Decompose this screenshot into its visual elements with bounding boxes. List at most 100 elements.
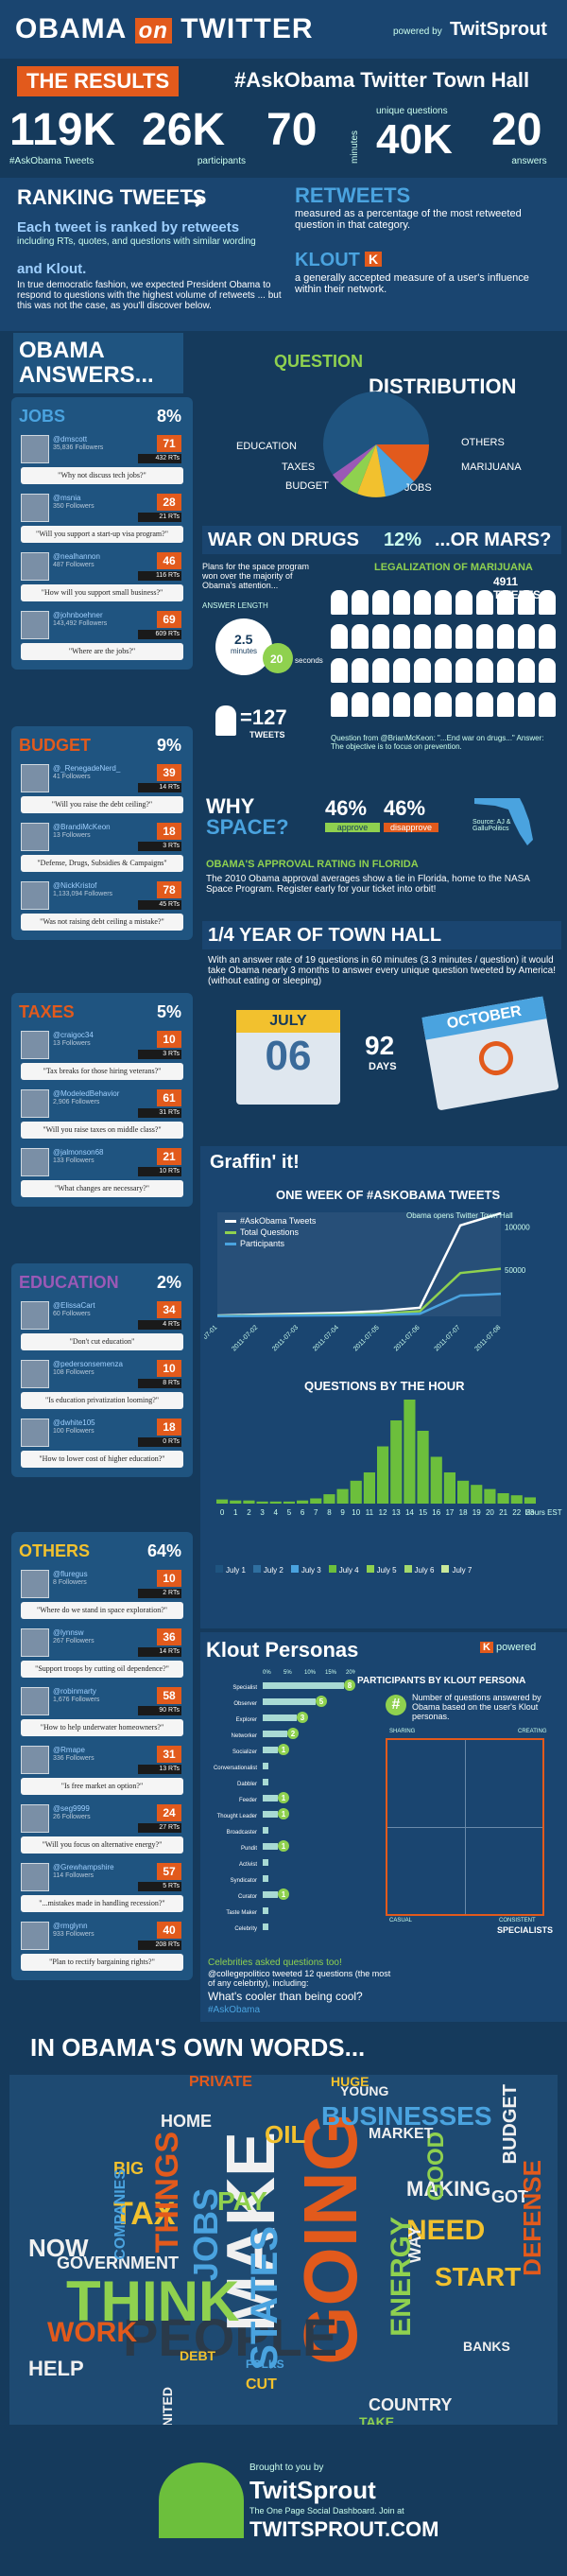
avatar: [21, 1031, 49, 1059]
tweet-handle[interactable]: @nealhannon: [53, 552, 100, 561]
cloud-word: YOUNG: [340, 2083, 389, 2098]
axis-tick: 20%: [346, 1670, 355, 1676]
persona-count-bubble: [278, 1792, 289, 1803]
drugs-title: WAR ON DRUGS: [208, 530, 359, 550]
avatar: [21, 1922, 49, 1950]
hour-tick-label: 12: [379, 1508, 387, 1517]
hour-tick-label: 13: [392, 1508, 401, 1517]
tweet-item: @jalmonson68 133 Followers 21 10 RTs "What c…: [19, 1146, 185, 1201]
tweet-followers: 1,133,094 Followers: [53, 891, 113, 897]
quarter-section: 1/4 YEAR OF TOWN HALL With an answer rat…: [198, 921, 567, 1139]
tweet-question: "Don't cut education": [21, 1333, 183, 1350]
hour-bar: [457, 1480, 470, 1504]
hour-bar: [524, 1497, 536, 1504]
person-icon: [455, 692, 472, 717]
tweet-question: "How to help underwater homeowners?": [21, 1719, 183, 1736]
hour-tick-label: 22: [512, 1508, 521, 1517]
persona-label: Explorer: [236, 1717, 257, 1723]
results-label: THE RESULTS: [17, 66, 180, 96]
tweet-item: @dmscott 35,836 Followers 71 432 RTs "Why no…: [19, 433, 185, 488]
tweet-handle[interactable]: @ModeledBehavior: [53, 1089, 120, 1098]
tweet-handle[interactable]: @johnboehner: [53, 611, 103, 619]
klout-badge: K: [365, 252, 383, 267]
tweet-handle[interactable]: @pedersonsemenza: [53, 1360, 123, 1368]
cloud-word: TAX: [113, 2196, 176, 2232]
pie-education: [333, 444, 376, 483]
tweet-retweets: 3 RTs: [138, 842, 181, 851]
tweet-handle[interactable]: @Grewhampshire: [53, 1863, 114, 1871]
x-tick-label: 2011-07-02: [231, 1324, 259, 1352]
tweet-handle[interactable]: @jalmonson68: [53, 1148, 104, 1157]
persona-label: Networker: [232, 1733, 257, 1739]
tweet-handle[interactable]: @lynnsw: [53, 1628, 84, 1637]
tweet-handle[interactable]: @fluregus: [53, 1570, 88, 1578]
tweet-handle[interactable]: @ElissaCart: [53, 1301, 95, 1310]
tweet-question: "Tax breaks for those hiring veterans?": [21, 1063, 183, 1080]
persona-count-bubble: [344, 1680, 355, 1691]
tweet-handle[interactable]: @NickKristof: [53, 881, 97, 890]
cloud-word: OIL: [265, 2120, 306, 2149]
tweet-handle[interactable]: @robinmarty: [53, 1687, 96, 1696]
tweet-score: 10: [157, 1360, 181, 1377]
person-icon: [435, 624, 452, 649]
person-icon: [414, 658, 431, 683]
tweet-handle[interactable]: @dwhite105: [53, 1419, 95, 1427]
tweet-handle[interactable]: @Rmape: [53, 1746, 85, 1754]
hour-bar: [390, 1420, 403, 1504]
persona-count: 1: [282, 1810, 286, 1819]
avatar: [21, 1570, 49, 1598]
legend-label: #AskObama Tweets: [240, 1216, 317, 1226]
hour-tick-label: 3: [260, 1508, 265, 1517]
category-card-jobs: JOBS 8% @dmscott 35,836 Followers 71 432 RTs "…: [11, 397, 193, 670]
cloud-word: TAKE: [359, 2414, 395, 2425]
category-card-education: EDUCATION 2% @ElissaCart 60 Followers 34 4 RT…: [11, 1263, 193, 1477]
tweet-followers: 1,676 Followers: [53, 1697, 100, 1703]
tweet-item: @Grewhampshire 114 Followers 57 5 RTs "...mi…: [19, 1861, 185, 1916]
tweet-item: @robinmarty 1,676 Followers 58 90 RTs "How t…: [19, 1685, 185, 1740]
tweet-handle[interactable]: @seg9999: [53, 1804, 90, 1813]
avatar: [21, 1419, 49, 1447]
hour-tick-label: 16: [432, 1508, 440, 1517]
tweet-score: 39: [157, 764, 181, 781]
chart-annotation: Obama opens Twitter Town Hall: [406, 1211, 513, 1220]
tweet-handle[interactable]: @dmscott: [53, 435, 88, 444]
persona-count-bubble: [278, 1840, 289, 1852]
persona-label: Conversationalist: [214, 1766, 257, 1771]
tweet-handle[interactable]: @BrandiMcKeon: [53, 823, 111, 831]
axis-tick: 10%: [304, 1670, 317, 1676]
tweet-handle[interactable]: @rmglynn: [53, 1922, 88, 1930]
quarter-title: 1/4 YEAR OF TOWN HALL: [208, 925, 442, 946]
results-event: #AskObama Twitter Town Hall: [234, 68, 530, 92]
tweet-question: "Why not discuss tech jobs?": [21, 467, 183, 484]
avatar: [21, 1628, 49, 1657]
person-icon: [455, 624, 472, 649]
people-grid: [331, 590, 561, 730]
hour-tick-label: 17: [445, 1508, 454, 1517]
header: OBAMA on TWITTER powered by TwitSprout: [0, 0, 567, 59]
hour-tick-label: 19: [472, 1508, 481, 1517]
person-icon: [393, 658, 410, 683]
tweet-question: "Where are the jobs?": [21, 643, 183, 660]
persona-label: Feeder: [239, 1798, 257, 1803]
tweet-score: 78: [157, 881, 181, 898]
legend-label: Total Questions: [240, 1227, 300, 1237]
tweet-retweets: 10 RTs: [138, 1167, 181, 1176]
persona-count-bubble: [278, 1808, 289, 1819]
tweet-handle[interactable]: @craigoc34: [53, 1031, 94, 1039]
tweet-handle[interactable]: @msnia: [53, 494, 81, 502]
tweet-handle[interactable]: @_RenegadeNerd_: [53, 764, 121, 773]
category-title: EDUCATION: [19, 1273, 119, 1292]
hour-tick-label: 11: [366, 1508, 374, 1517]
tweet-followers: 336 Followers: [53, 1755, 94, 1762]
day-legend-item: July 5: [366, 1565, 397, 1575]
hour-tick-label: 9: [340, 1508, 345, 1517]
person-icon: [393, 692, 410, 717]
klout-label: KLOUT: [295, 250, 360, 270]
word-cloud: GOING PEOPLE MAKE THINK TAX WORK BUSINESSES NEE…: [9, 2075, 558, 2425]
cloud-word: BUDGET: [500, 2084, 521, 2165]
pie-label-marijuana: MARIJUANA: [461, 461, 522, 473]
persona-label: Celebrity: [234, 1926, 257, 1932]
persona-label: Pundit: [241, 1846, 257, 1852]
persona-label: Taste Maker: [226, 1910, 257, 1916]
footer-link[interactable]: TWITSPROUT.COM: [249, 2517, 439, 2541]
